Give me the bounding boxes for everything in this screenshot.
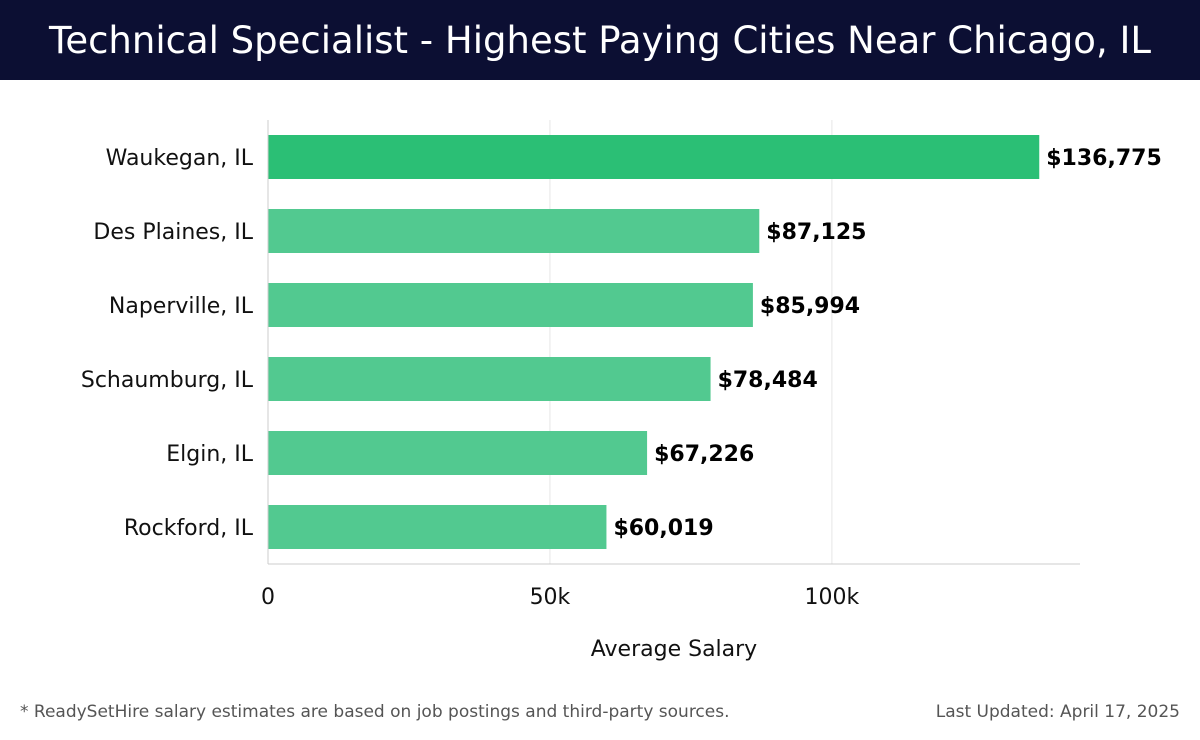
value-label: $136,775 <box>1046 146 1162 171</box>
category-label: Elgin, IL <box>166 442 254 467</box>
footnote: * ReadySetHire salary estimates are base… <box>20 702 730 722</box>
bar <box>268 135 1040 179</box>
bars <box>268 135 1040 549</box>
x-tick-label: 100k <box>805 585 860 610</box>
axes <box>267 120 1080 565</box>
value-label: $85,994 <box>760 294 860 319</box>
chart-title: Technical Specialist - Highest Paying Ci… <box>49 18 1151 62</box>
value-label: $78,484 <box>718 368 818 393</box>
last-updated: Last Updated: April 17, 2025 <box>935 702 1180 722</box>
bar <box>268 357 711 401</box>
value-label: $67,226 <box>654 442 754 467</box>
value-label: $87,125 <box>766 220 866 245</box>
bar <box>268 505 607 549</box>
category-label: Naperville, IL <box>109 294 254 319</box>
grid-lines <box>549 120 833 564</box>
bar-chart: 0 50k 100k Waukegan, IL $136,775 Des Plaines,… <box>81 120 1162 662</box>
x-tick-label: 50k <box>530 585 571 610</box>
title-bar: Technical Specialist - Highest Paying Ci… <box>0 0 1200 80</box>
x-axis-title: Average Salary <box>591 637 757 662</box>
category-label: Schaumburg, IL <box>81 368 254 393</box>
bar <box>268 431 648 475</box>
category-label: Waukegan, IL <box>106 146 254 171</box>
value-label: $60,019 <box>613 516 713 541</box>
x-tick-label: 0 <box>261 585 275 610</box>
bar <box>268 209 760 253</box>
bar <box>268 283 753 327</box>
category-label: Rockford, IL <box>124 516 254 541</box>
labels: 0 50k 100k Waukegan, IL $136,775 Des Plaines,… <box>81 146 1162 662</box>
category-label: Des Plaines, IL <box>93 220 253 245</box>
